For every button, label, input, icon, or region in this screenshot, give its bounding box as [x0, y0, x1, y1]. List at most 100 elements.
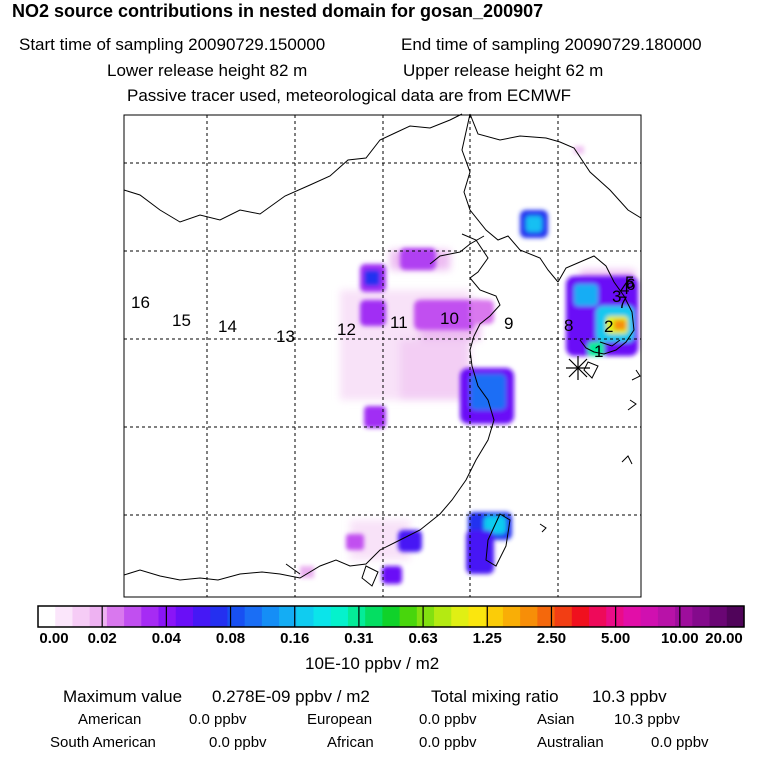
coastlines [123, 113, 642, 587]
trajectory-point-label: 15 [172, 311, 191, 330]
colorbar-swatch [399, 606, 418, 627]
region-value: 0.0 ppbv [419, 711, 477, 728]
data-source-note: Passive tracer used, meteorological data… [127, 86, 572, 105]
colorbar-swatch [554, 606, 573, 627]
trajectory-point-label: 4 [620, 279, 629, 298]
colorbar-tick-label: 0.31 [344, 630, 374, 647]
colorbar-swatch [296, 606, 315, 627]
max-value-label: Maximum value [63, 687, 183, 706]
trajectory-point-label: 7 [618, 293, 627, 312]
colorbar-tick-label: 10.00 [661, 630, 699, 647]
colorbar-swatch [520, 606, 538, 627]
region-name: Australian [537, 734, 604, 751]
region-value: 10.3 ppbv [614, 711, 680, 728]
region-name: European [307, 711, 373, 728]
colorbar-swatch [382, 606, 401, 627]
colorbar-swatch [571, 606, 590, 627]
colorbar-swatch [72, 606, 91, 627]
colorbar-swatch [416, 606, 435, 627]
colorbar-swatch [640, 606, 659, 627]
colorbar [38, 606, 745, 627]
trajectory-point-label: 12 [337, 320, 356, 339]
region-name: South American [50, 734, 156, 751]
colorbar-swatch [451, 606, 470, 627]
colorbar-swatch [623, 606, 642, 627]
trajectory-point-label: 8 [564, 316, 573, 335]
colorbar-swatch [537, 606, 556, 627]
colorbar-swatch [347, 606, 366, 627]
colorbar-swatch [657, 606, 676, 627]
trajectory-point-label: 10 [440, 309, 459, 328]
region-name: African [327, 734, 374, 751]
map-frame [123, 114, 642, 598]
figure-title: NO2 source contributions in nested domai… [12, 1, 544, 21]
trajectory-point-label: 6 [626, 275, 635, 294]
colorbar-tick-label: 20.00 [705, 630, 743, 647]
colorbar-tick-label: 0.63 [408, 630, 438, 647]
colorbar-tick-label: 0.02 [87, 630, 117, 647]
upper-release-label: Upper release height 62 m [403, 61, 604, 80]
colorbar-swatch [365, 606, 383, 627]
colorbar-swatch [38, 606, 56, 627]
colorbar-swatch [502, 606, 521, 627]
colorbar-swatch [709, 606, 728, 627]
colorbar-tick-label: 0.00 [39, 630, 69, 647]
colorbar-swatch [175, 606, 194, 627]
colorbar-swatch [313, 606, 332, 627]
end-time-label: End time of sampling 20090729.180000 [401, 35, 702, 54]
colorbar-tick-label: 0.04 [151, 630, 181, 647]
colorbar-swatch [468, 606, 487, 627]
start-time-label: Start time of sampling 20090729.150000 [19, 35, 326, 54]
region-value: 0.0 ppbv [419, 734, 477, 751]
colorbar-swatch [330, 606, 349, 627]
colorbar-tick-label: 5.00 [601, 630, 631, 647]
receptor-marker [566, 356, 590, 380]
colorbar-tick-label: 0.16 [280, 630, 310, 647]
colorbar-swatch [589, 606, 607, 627]
trajectory-point-label: 3 [612, 287, 621, 306]
region-name: Asian [537, 711, 575, 728]
colorbar-swatch [279, 606, 297, 627]
colorbar-swatch [675, 606, 693, 627]
colorbar-units: 10E-10 ppbv / m2 [305, 654, 440, 673]
colorbar-swatch [244, 606, 263, 627]
region-name: American [78, 711, 142, 728]
colorbar-swatch [434, 606, 452, 627]
colorbar-swatch [141, 606, 160, 627]
region-value: 0.0 ppbv [651, 734, 709, 751]
trajectory-point-label: 2 [604, 317, 613, 336]
colorbar-swatch [726, 606, 745, 627]
colorbar-frame [37, 605, 745, 628]
total-mixing-value: 10.3 ppbv [592, 687, 667, 706]
colorbar-tick-label: 0.08 [215, 630, 246, 647]
colorbar-swatch [261, 606, 280, 627]
colorbar-swatch [158, 606, 177, 627]
colorbar-swatch [227, 606, 246, 627]
colorbar-swatch [210, 606, 229, 627]
colorbar-tick-label: 1.25 [472, 630, 502, 647]
colorbar-swatch [192, 606, 211, 627]
total-mixing-label: Total mixing ratio [431, 687, 559, 706]
trajectory-point-label: 9 [504, 314, 513, 333]
concentration-field [300, 146, 638, 584]
lower-release-label: Lower release height 82 m [107, 61, 308, 80]
trajectory-point-label: 11 [390, 313, 408, 332]
trajectory-point-label: 1 [594, 342, 603, 361]
colorbar-swatch [89, 606, 108, 627]
trajectory-point-label: 16 [131, 293, 150, 312]
region-value: 0.0 ppbv [189, 711, 247, 728]
colorbar-swatch [692, 606, 711, 627]
region-value: 0.0 ppbv [209, 734, 267, 751]
trajectory-point-label: 5 [625, 273, 634, 292]
trajectory-point-label: 13 [276, 327, 295, 346]
colorbar-tick-label: 2.50 [536, 630, 567, 647]
graticule [124, 115, 641, 597]
max-value: 0.278E-09 ppbv / m2 [212, 687, 370, 706]
colorbar-swatch [485, 606, 504, 627]
colorbar-swatch [106, 606, 125, 627]
trajectory-point-label: 14 [218, 317, 237, 336]
colorbar-swatch [124, 606, 142, 627]
colorbar-swatch [55, 606, 74, 627]
